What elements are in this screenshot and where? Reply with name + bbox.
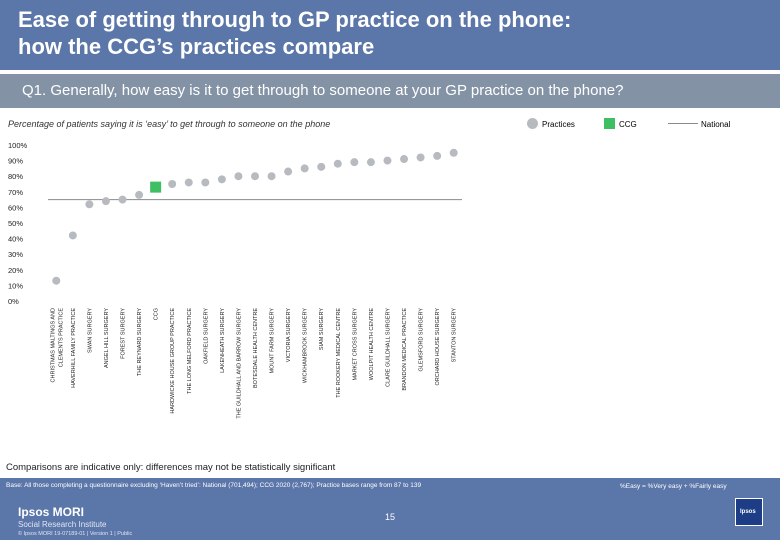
x-category-label: STANTON SURGERY: [452, 308, 458, 363]
y-tick-label: 70%: [8, 188, 23, 197]
legend-ccg-marker: [604, 118, 615, 129]
y-tick-label: 60%: [8, 203, 23, 212]
practice-marker: [118, 195, 127, 204]
y-tick-label: 10%: [8, 281, 23, 290]
practice-marker: [350, 158, 359, 167]
x-category-label: THE LONG MELFORD PRACTICE: [187, 308, 193, 394]
base-note: Base: All those completing a questionnai…: [6, 482, 422, 489]
y-tick-label: 80%: [8, 172, 23, 181]
practice-marker: [251, 172, 259, 181]
practice-marker: [101, 197, 110, 206]
footer-bar: Base: All those completing a questionnai…: [0, 478, 780, 540]
practice-marker: [85, 200, 94, 209]
x-category-label: CLARE GUILDHALL SURGERY: [385, 308, 391, 387]
x-category-label: MOUNT FARM SURGERY: [270, 308, 276, 374]
copyright-text: © Ipsos MORI 19-07189-01 | Version 1 | P…: [18, 531, 133, 537]
y-tick-label: 100%: [8, 141, 28, 150]
practice-marker: [433, 151, 442, 160]
x-category-label: THE GUILDHALL AND BARROW SURGERY: [236, 308, 242, 419]
page-title: Ease of getting through to GP practice o…: [18, 7, 572, 59]
x-category-label: FOREST SURGERY: [121, 308, 127, 359]
ipsos-mori-logo: Ipsos MORI: [18, 505, 85, 519]
y-tick-label: 20%: [8, 266, 23, 275]
practice-marker: [217, 175, 226, 184]
x-category-label: OAKFIELD SURGERY: [203, 308, 209, 364]
legend-practices-label: Practices: [542, 120, 575, 129]
x-category-label: BOTESDALE HEALTH CENTRE: [253, 308, 259, 388]
legend-national-line: [668, 123, 698, 124]
question-banner: Q1. Generally, how easy is it to get thr…: [0, 74, 780, 108]
x-category-label: HARDWICKE HOUSE GROUP PRACTICE: [170, 308, 176, 414]
practice-marker: [135, 190, 144, 199]
logo-subtitle: Social Research Institute: [18, 520, 107, 529]
practice-marker: [168, 180, 177, 188]
easy-definition: %Easy = %Very easy + %Fairly easy: [620, 483, 727, 490]
y-tick-label: 50%: [8, 219, 23, 228]
chart-subtitle: Percentage of patients saying it is ‘eas…: [8, 119, 331, 129]
practice-marker: [383, 156, 392, 165]
x-category-label: SIAM SURGERY: [319, 308, 325, 350]
header-banner: Ease of getting through to GP practice o…: [0, 0, 780, 70]
x-category-label: VICTORIA SURGERY: [286, 308, 292, 363]
x-category-label: THE REYNARD SURGERY: [137, 308, 143, 376]
x-category-label: BRANDON MEDICAL PRACTICE: [402, 308, 408, 391]
x-category-label: MARKET CROSS SURGERY: [352, 308, 358, 381]
page-number: 15: [385, 512, 396, 522]
x-category-label: SWAN SURGERY: [87, 308, 93, 353]
practice-marker: [317, 162, 326, 171]
ipsos-badge-icon: Ipsos: [735, 498, 763, 526]
comparison-note: Comparisons are indicative only: differe…: [6, 462, 336, 473]
x-category-label: CLEMENTS PRACTICE: [58, 308, 64, 368]
practice-marker: [333, 159, 342, 168]
x-category-label: ANGEL HILL SURGERY: [104, 308, 110, 368]
legend-national-label: National: [701, 120, 731, 129]
practice-marker: [184, 178, 193, 187]
x-category-label: WICKHAMBROOK SURGERY: [303, 308, 309, 383]
practice-marker: [416, 153, 425, 162]
x-category-label: CCG: [154, 308, 160, 320]
y-tick-label: 0%: [8, 297, 19, 306]
practice-marker: [201, 178, 210, 187]
practice-marker: [366, 158, 375, 167]
practice-marker: [400, 155, 409, 164]
x-category-label: CHRISTMAS MALTINGS AND: [50, 308, 56, 382]
practice-marker: [449, 148, 458, 157]
question-text: Q1. Generally, how easy is it to get thr…: [22, 82, 624, 99]
legend-practices-marker: [527, 118, 538, 129]
practice-marker: [234, 172, 243, 181]
x-category-label: WOOLPIT HEALTH CENTRE: [369, 308, 375, 381]
x-category-label: GLEMSFORD SURGERY: [419, 308, 425, 372]
legend-ccg-label: CCG: [619, 120, 637, 129]
x-category-label: LAKENHEATH SURGERY: [220, 308, 226, 373]
y-tick-label: 40%: [8, 235, 23, 244]
x-category-label: ORCHARD HOUSE SURGERY: [435, 308, 441, 386]
practice-marker: [300, 164, 309, 173]
practice-marker: [52, 276, 61, 285]
practice-marker: [267, 172, 276, 181]
practice-marker: [284, 167, 293, 176]
x-category-label: THE ROOKERY MEDICAL CENTRE: [336, 308, 342, 398]
practice-comparison-chart: 100% 90% 80% 70% 60% 50% 40% 30% 20% 10% 0% CHRISTM…: [8, 141, 462, 419]
ipsos-badge-text: Ipsos: [740, 509, 756, 515]
x-category-label: HAVERHILL FAMILY PRACTICE: [71, 308, 77, 388]
ccg-marker: [150, 181, 162, 193]
y-tick-label: 30%: [8, 250, 23, 259]
y-tick-label: 90%: [8, 157, 23, 166]
practice-marker: [68, 231, 77, 240]
